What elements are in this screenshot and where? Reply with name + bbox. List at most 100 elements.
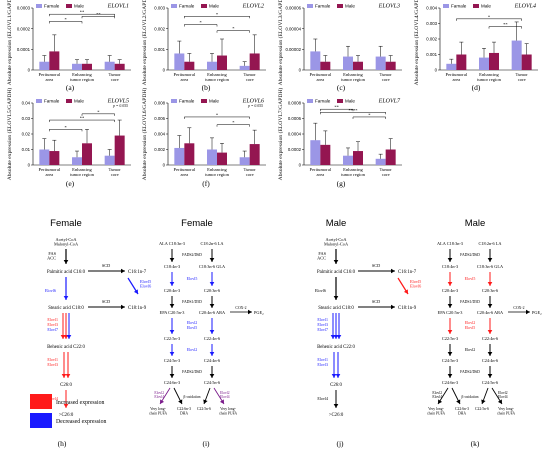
- pathway-node: C22:5n-6: [197, 407, 211, 411]
- bar-male: [114, 63, 125, 70]
- enzyme-label: Elovl6: [45, 288, 56, 293]
- x-tick-label: Tumor: [108, 167, 121, 172]
- enzyme-label: Elovl6: [410, 284, 421, 289]
- arrow-head: [209, 258, 215, 262]
- panel-label: (c): [337, 83, 346, 92]
- chart-title: ELOVL7: [378, 99, 401, 105]
- y-tick-label: 0: [299, 68, 302, 73]
- x-tick-label: tumor region: [341, 172, 366, 177]
- arrow-head: [391, 268, 395, 274]
- bar-male: [489, 52, 499, 70]
- arrow-head: [447, 282, 453, 286]
- pathway-node: C24:5n-3: [164, 358, 180, 363]
- legend-label-male: Male: [209, 99, 219, 104]
- legend-label-male: Male: [209, 4, 219, 9]
- pathway-node: Very long-: [428, 407, 444, 411]
- arrow-head: [209, 374, 215, 378]
- significance-label: **: [80, 10, 85, 15]
- pathway-arrow: [491, 387, 503, 405]
- bar-female: [310, 51, 321, 70]
- y-axis-label: Absolute expression (ELOVL2/GAPDH): [141, 0, 148, 85]
- significance-bracket: [184, 24, 218, 27]
- bar-female: [375, 158, 386, 165]
- pathway-arrow: [66, 313, 72, 339]
- significance-bracket: [81, 16, 115, 19]
- pathway-node: C20:4n-3: [164, 288, 180, 293]
- legend-swatch-female: [171, 4, 177, 8]
- arrow-head: [487, 352, 493, 356]
- arrow-head: [447, 330, 453, 334]
- bar-female: [343, 56, 353, 70]
- enzyme-label: Elovl2: [498, 391, 508, 395]
- y-tick-label: 0: [299, 163, 302, 168]
- x-tick-label: area: [181, 77, 189, 82]
- x-tick-label: area: [317, 77, 325, 82]
- bar-female: [343, 155, 353, 165]
- pathway-node: chain PUFA: [149, 411, 167, 415]
- legend-swatch-female: [307, 99, 313, 103]
- pathway-arrow: [65, 352, 71, 378]
- pathway-arrow: [169, 366, 175, 378]
- pathway-node: C24:4n-6: [482, 358, 499, 363]
- bar-male: [353, 61, 363, 70]
- enzyme-label: Elovl5: [410, 279, 421, 284]
- enzyme-label: Elovl5: [465, 326, 475, 330]
- significance-bracket: [320, 108, 354, 112]
- arrow-head: [121, 304, 125, 310]
- pathway-node: Palmitic acid C16:0: [317, 270, 356, 275]
- enzyme-label: Elovl1: [317, 317, 328, 322]
- significance-label: *: [65, 125, 68, 130]
- y-tick-label: 0.0002: [17, 26, 31, 31]
- bar-male: [82, 143, 92, 165]
- enzyme-label: FAS: [48, 251, 56, 256]
- enzyme-label: Elovl3: [47, 362, 58, 367]
- pathway-node: Malonyl-CoA: [54, 242, 79, 247]
- chart-title: ELOVL5: [107, 99, 129, 105]
- pathway-arrow: [63, 313, 69, 339]
- significance-bracket: [488, 26, 522, 29]
- bar-chart-elovl5: 0 0.01 0.02 0.03 0.04 Absolute expression (EL…: [6, 88, 131, 188]
- pathway-node: DHA: [458, 411, 466, 415]
- significance-bracket: [184, 116, 250, 119]
- enzyme-label: SCD: [102, 263, 110, 268]
- bar-female: [239, 65, 250, 70]
- y-tick-label: 0: [28, 68, 31, 73]
- x-tick-label: Peritumoral: [173, 167, 195, 172]
- pathway-node: EPA C20:5n-3: [160, 310, 185, 315]
- panel-label: (h): [58, 439, 67, 448]
- pathway-arrow: [209, 249, 215, 262]
- pathway-node: PGE₂: [532, 310, 542, 315]
- chart-title: ELOVL6: [242, 99, 264, 105]
- y-axis-label: Absolute expression (ELOVL1/GAPDH): [6, 0, 13, 85]
- pathway-node: C18:3n-6 GLA: [477, 264, 504, 269]
- pathway-arrow: [88, 304, 125, 310]
- x-tick-label: Enhancing: [343, 72, 363, 77]
- significance-label: *: [216, 12, 219, 17]
- legend-label-male: Male: [481, 4, 491, 9]
- pathway-node: Behenic acid C22:0: [47, 345, 85, 350]
- pathway-arrow: [451, 387, 461, 405]
- pathway-arrow: [487, 318, 493, 334]
- significance-bracket: [81, 113, 115, 116]
- arrow-head: [456, 399, 461, 404]
- x-tick-label: Tumor: [243, 167, 256, 172]
- x-tick-label: tumor region: [477, 77, 502, 82]
- arrow-head: [121, 268, 125, 274]
- arrow-head: [248, 309, 252, 315]
- y-tick-label: 0.0008: [288, 101, 302, 106]
- y-tick-label: 0.002: [154, 147, 165, 152]
- y-tick-label: 0.003: [154, 6, 165, 11]
- pathway-arrow: [213, 387, 225, 405]
- arrow-head: [336, 335, 342, 339]
- bar-female: [72, 157, 82, 165]
- pathway-node: ALA C18:3n-3: [437, 241, 463, 246]
- pathway-node: C24:6n-3: [442, 380, 458, 385]
- pathway-arrow: [481, 387, 489, 405]
- x-tick-label: Peritumoral: [38, 72, 60, 77]
- x-tick-label: area: [453, 77, 461, 82]
- pathway-node: Malonyl-CoA: [324, 242, 349, 247]
- legend: Famale Male: [307, 4, 355, 9]
- enzyme-label: COX-2: [235, 306, 246, 310]
